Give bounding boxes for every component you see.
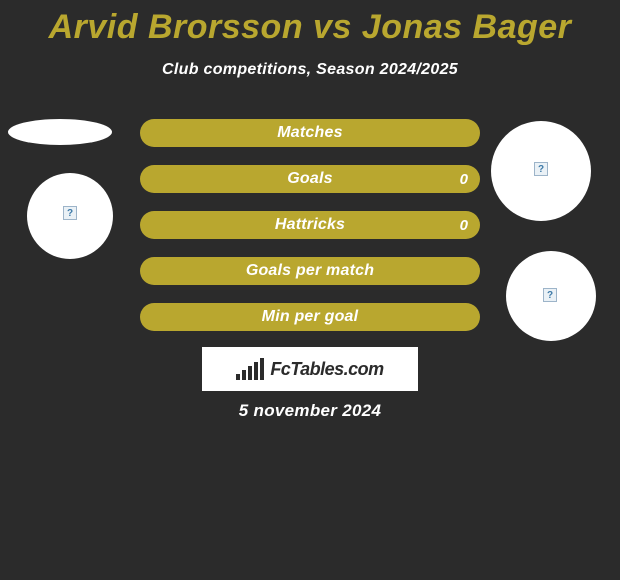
stat-label: Min per goal <box>140 308 480 326</box>
stat-bar-hattricks: Hattricks 0 <box>140 211 480 239</box>
placeholder-icon: ? <box>63 206 77 220</box>
stat-bar-mpg: Min per goal <box>140 303 480 331</box>
stat-label: Matches <box>140 124 480 142</box>
player-ellipse-left <box>8 119 112 145</box>
watermark: FcTables.com <box>202 347 418 391</box>
stat-label: Goals per match <box>140 262 480 280</box>
stat-value-right: 0 <box>460 171 468 188</box>
page-title: Arvid Brorsson vs Jonas Bager <box>0 0 620 47</box>
stat-label: Goals <box>140 170 480 188</box>
stat-bars: Matches Goals 0 Hattricks 0 Goals per ma… <box>140 119 480 349</box>
stat-bar-gpm: Goals per match <box>140 257 480 285</box>
placeholder-icon: ? <box>543 288 557 302</box>
date-label: 5 november 2024 <box>0 401 620 421</box>
placeholder-icon: ? <box>534 162 548 176</box>
stat-bar-goals: Goals 0 <box>140 165 480 193</box>
stat-value-right: 0 <box>460 217 468 234</box>
stat-bar-matches: Matches <box>140 119 480 147</box>
subtitle: Club competitions, Season 2024/2025 <box>0 61 620 79</box>
comparison-stage: ? ? ? Matches Goals 0 Hattricks 0 Goals … <box>0 79 620 539</box>
watermark-bars-icon <box>236 358 264 380</box>
stat-label: Hattricks <box>140 216 480 234</box>
watermark-text: FcTables.com <box>270 359 383 380</box>
